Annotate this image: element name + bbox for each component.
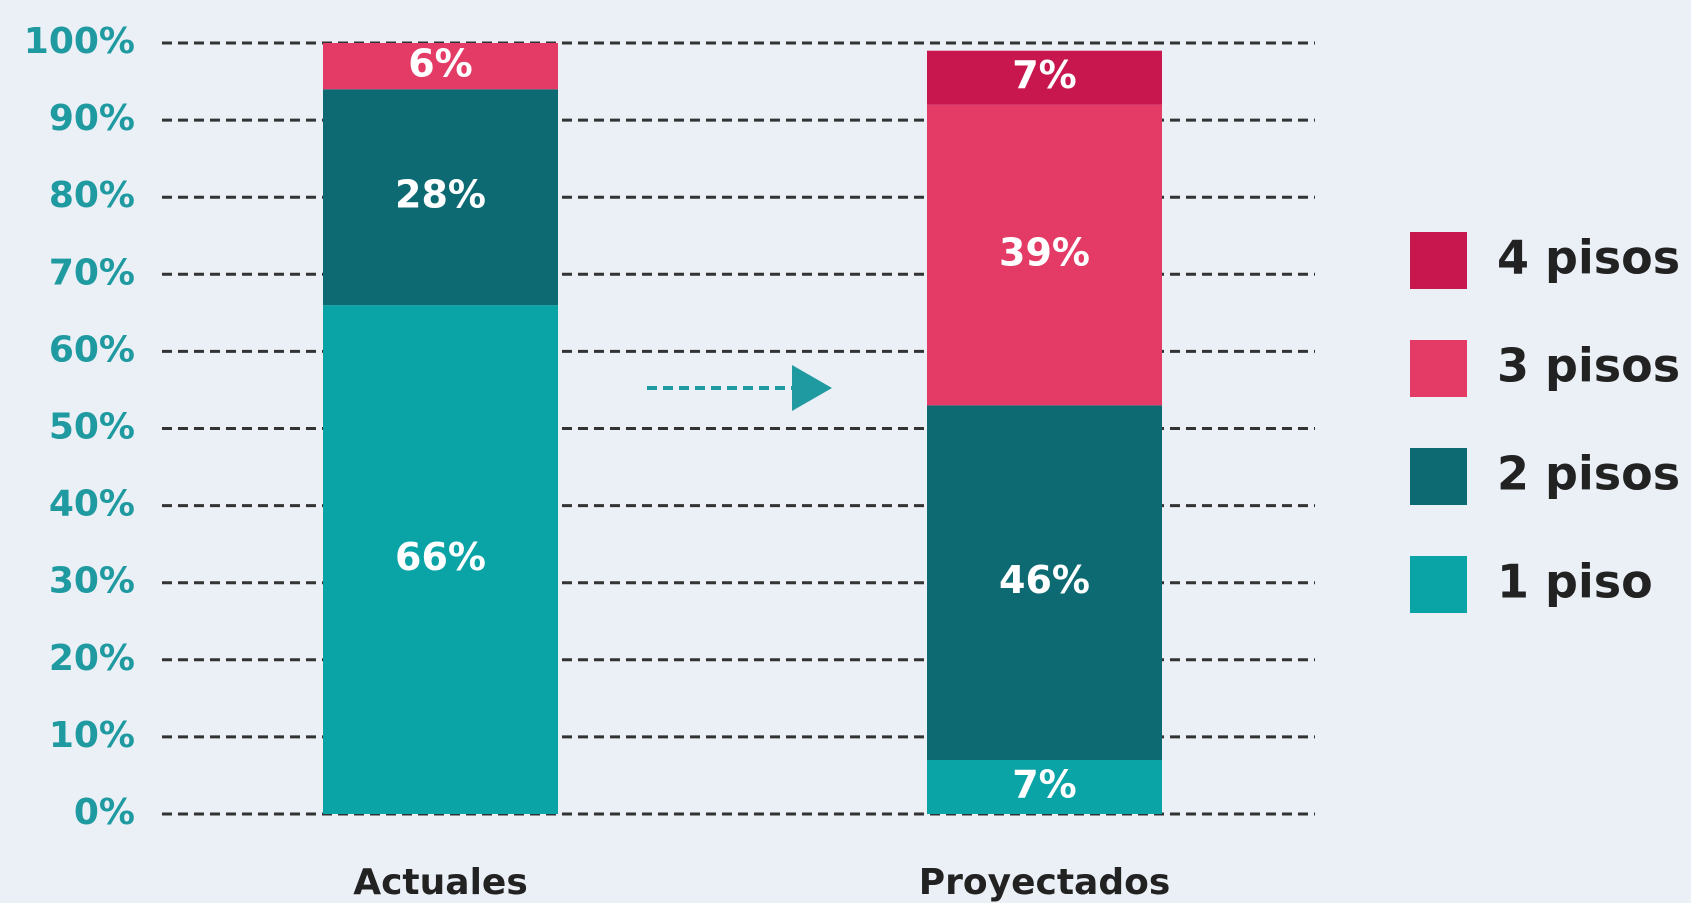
y-tick-label: 80% — [49, 175, 135, 216]
y-tick-label: 60% — [49, 329, 135, 370]
y-tick-label: 70% — [49, 252, 135, 293]
legend-swatch — [1410, 232, 1467, 289]
value-label: 28% — [395, 173, 486, 217]
y-tick-label: 100% — [24, 21, 135, 62]
y-tick-label: 40% — [49, 484, 135, 525]
value-label: 39% — [999, 231, 1090, 275]
legend-swatch — [1410, 448, 1467, 505]
value-label: 6% — [408, 42, 473, 86]
bar-segment — [927, 405, 1162, 761]
legend-swatch — [1410, 340, 1467, 397]
arrow-head — [792, 365, 832, 411]
bar-segment — [927, 50, 1162, 105]
legend-label: 1 piso — [1497, 555, 1653, 609]
y-tick-label: 10% — [49, 715, 135, 756]
bar-segment — [323, 305, 558, 814]
y-tick-label: 90% — [49, 98, 135, 139]
y-tick-label: 50% — [49, 407, 135, 448]
y-tick-label: 30% — [49, 561, 135, 602]
x-tick-label: Actuales — [353, 862, 528, 903]
x-tick-label: Proyectados — [919, 862, 1171, 903]
legend-label: 2 pisos — [1497, 447, 1680, 501]
value-label: 7% — [1012, 53, 1077, 97]
bar-segment — [927, 104, 1162, 406]
legend-label: 4 pisos — [1497, 231, 1680, 285]
y-tick-label: 0% — [74, 792, 135, 833]
legend-swatch — [1410, 556, 1467, 613]
value-label: 46% — [999, 558, 1090, 602]
y-tick-label: 20% — [49, 638, 135, 679]
bar-segment — [323, 89, 558, 306]
legend-label: 3 pisos — [1497, 339, 1680, 393]
bar-segment — [323, 43, 558, 90]
bar-segment — [927, 760, 1162, 814]
value-label: 7% — [1012, 763, 1077, 807]
value-label: 66% — [395, 535, 486, 579]
